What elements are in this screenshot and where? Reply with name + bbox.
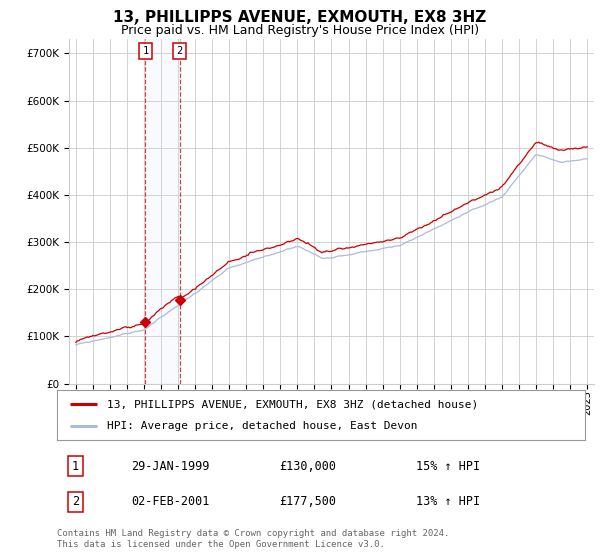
Text: HPI: Average price, detached house, East Devon: HPI: Average price, detached house, East… — [107, 421, 418, 431]
Text: 2: 2 — [72, 496, 79, 508]
Text: 13, PHILLIPPS AVENUE, EXMOUTH, EX8 3HZ: 13, PHILLIPPS AVENUE, EXMOUTH, EX8 3HZ — [113, 10, 487, 25]
Text: £130,000: £130,000 — [279, 460, 336, 473]
Text: 15% ↑ HPI: 15% ↑ HPI — [416, 460, 480, 473]
Text: 1: 1 — [72, 460, 79, 473]
Text: £177,500: £177,500 — [279, 496, 336, 508]
Text: Contains HM Land Registry data © Crown copyright and database right 2024.
This d: Contains HM Land Registry data © Crown c… — [57, 529, 449, 549]
Text: 02-FEB-2001: 02-FEB-2001 — [131, 496, 209, 508]
Text: 13% ↑ HPI: 13% ↑ HPI — [416, 496, 480, 508]
Text: Price paid vs. HM Land Registry's House Price Index (HPI): Price paid vs. HM Land Registry's House … — [121, 24, 479, 36]
Text: 1: 1 — [142, 46, 148, 56]
Text: 13, PHILLIPPS AVENUE, EXMOUTH, EX8 3HZ (detached house): 13, PHILLIPPS AVENUE, EXMOUTH, EX8 3HZ (… — [107, 399, 478, 409]
Text: 29-JAN-1999: 29-JAN-1999 — [131, 460, 209, 473]
Text: 2: 2 — [176, 46, 183, 56]
Bar — [145, 39, 179, 384]
